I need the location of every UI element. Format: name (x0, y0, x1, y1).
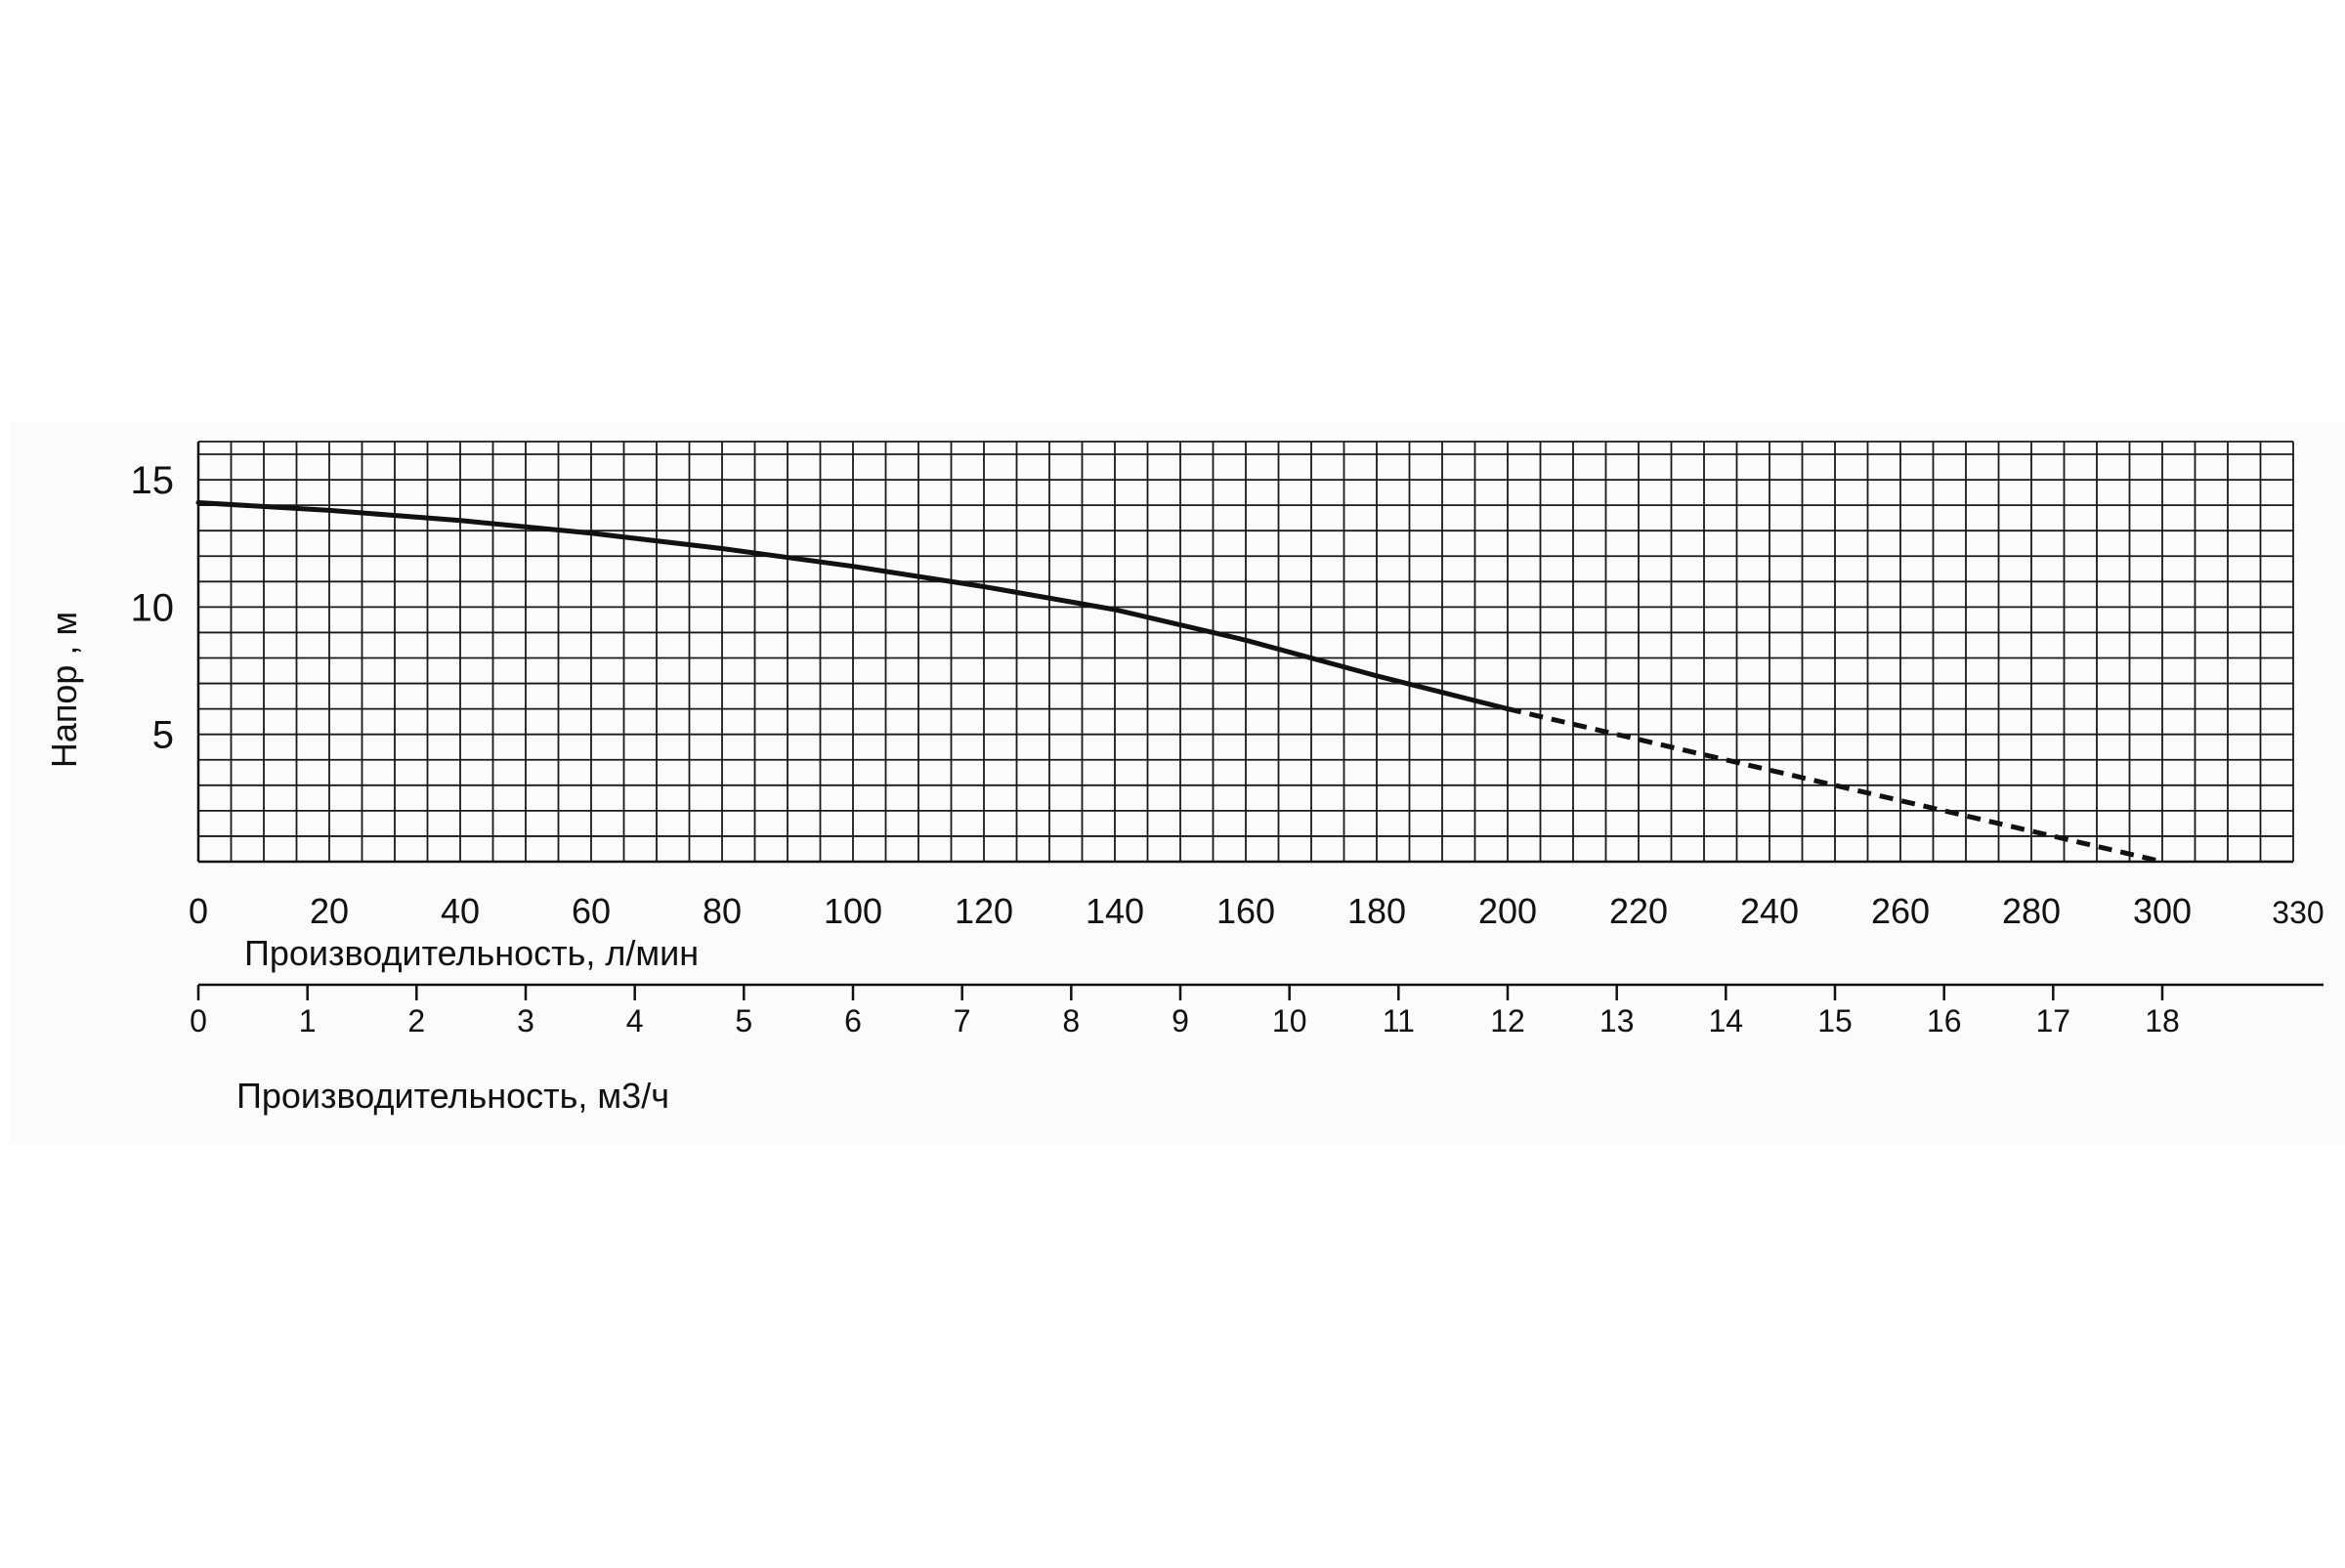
y-tick-label: 5 (152, 714, 174, 757)
x-tick-label: 80 (703, 891, 742, 931)
y-axis-label: Напор , м (44, 612, 84, 768)
x2-tick-label: 0 (190, 1003, 207, 1038)
x2-tick-label: 7 (954, 1003, 971, 1038)
x2-tick-label: 11 (1383, 1003, 1415, 1038)
x-tick-label: 120 (955, 891, 1013, 931)
x2-tick-label: 14 (1709, 1003, 1744, 1038)
x2-tick-label: 17 (2036, 1003, 2071, 1038)
x2-tick-label: 12 (1490, 1003, 1525, 1038)
x-tick-label: 330 (2272, 895, 2324, 930)
x-tick-label: 40 (441, 891, 480, 931)
x2-tick-label: 10 (1272, 1003, 1307, 1038)
x2-tick-label: 16 (1927, 1003, 1962, 1038)
x-tick-label: 60 (572, 891, 611, 931)
y-axis-head: 5 10 15 (131, 459, 175, 757)
x2-tick-label: 15 (1817, 1003, 1853, 1038)
x2-tick-label: 6 (844, 1003, 862, 1038)
x2-tick-label: 1 (299, 1003, 317, 1038)
x-tick-label: 200 (1478, 891, 1537, 931)
x-axis-lpm: 0 20 40 60 80 100 120 140 160 180 200 220 240 260 280 3… (189, 891, 2324, 931)
y-tick-label: 10 (131, 586, 175, 629)
x-axis-label: Производительность, л/мин (244, 933, 699, 973)
y-tick-label: 15 (131, 459, 175, 502)
x2-tick-label: 13 (1599, 1003, 1635, 1038)
x2-tick-label: 9 (1172, 1003, 1189, 1038)
x-tick-label: 300 (2133, 891, 2192, 931)
x-tick-label: 0 (189, 891, 208, 931)
x-tick-label: 220 (1609, 891, 1668, 931)
curve-solid-segment (195, 500, 1511, 712)
x-tick-label: 20 (310, 891, 349, 931)
x-axis-m3h: 0 1 2 3 4 5 6 7 8 9 10 11 12 13 14 15 16 17 18 (190, 983, 2324, 1038)
x2-tick-label: 8 (1062, 1003, 1080, 1038)
x2-tick-label: 5 (735, 1003, 752, 1038)
x2-tick-label: 3 (517, 1003, 534, 1038)
x2-tick-label: 4 (626, 1003, 644, 1038)
x-tick-label: 140 (1086, 891, 1144, 931)
x-tick-label: 180 (1347, 891, 1406, 931)
x-tick-label: 280 (2002, 891, 2061, 931)
series-layer (195, 500, 2163, 865)
x2-tick-label: 18 (2145, 1003, 2180, 1038)
x-tick-label: 240 (1740, 891, 1799, 931)
x-tick-label: 160 (1216, 891, 1275, 931)
x-tick-label: 260 (1871, 891, 1930, 931)
x2-tick-label: 2 (407, 1003, 425, 1038)
x-tick-label: 100 (824, 891, 882, 931)
x2-axis-label: Производительность, м3/ч (236, 1076, 669, 1116)
